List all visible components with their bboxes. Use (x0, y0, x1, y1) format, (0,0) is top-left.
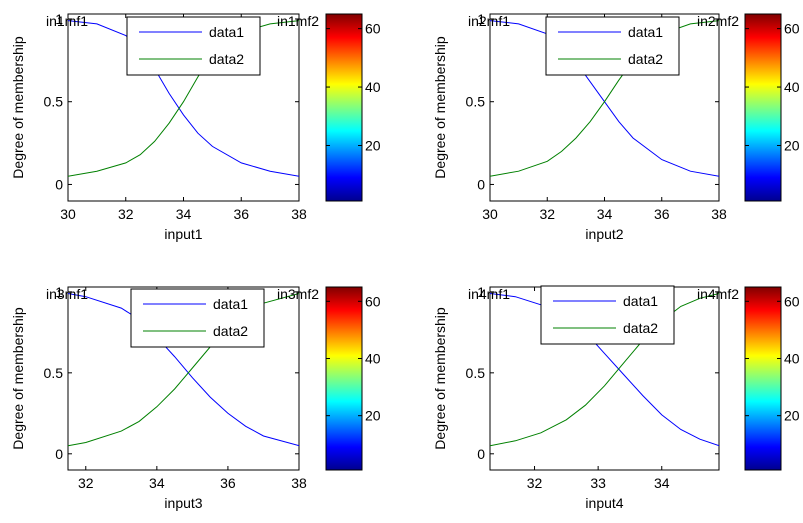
legend-entry: data1 (209, 24, 244, 40)
legend-box (545, 16, 680, 76)
legend-entry: data1 (623, 293, 658, 309)
mf-label-2: in3mf2 (277, 286, 319, 302)
x-tick-label: 36 (654, 206, 670, 222)
series-line-data1 (68, 20, 299, 177)
x-axis-label: input3 (164, 495, 202, 511)
x-tick-label: 36 (233, 206, 249, 222)
colorbar-tick-label: 60 (365, 21, 381, 37)
mf-label-2: in4mf2 (697, 286, 739, 302)
x-tick-label: 34 (149, 475, 165, 491)
x-tick-label: 36 (220, 475, 236, 491)
y-tick-label: 1 (55, 284, 63, 300)
colorbar-tick-label: 60 (365, 293, 381, 309)
colorbar-tick-label: 40 (784, 350, 800, 366)
legend-box (126, 16, 261, 76)
x-axis-label: input2 (585, 226, 623, 242)
x-tick-label: 34 (176, 206, 192, 222)
y-tick-label: 0 (477, 176, 485, 192)
y-axis-label: Degree of membership (432, 307, 448, 450)
x-tick-label: 38 (291, 206, 307, 222)
colorbar-gradient (744, 286, 782, 471)
legend-box (540, 285, 675, 345)
mf-label-1: in1mf1 (46, 13, 88, 29)
mf-label-1: in2mf1 (468, 13, 510, 29)
x-tick-label: 34 (654, 475, 670, 491)
membership-plot-2: 30 32 34 36 38 0 0.5 1 input2 Degree of membershi… (432, 11, 800, 242)
x-tick-label: 32 (527, 475, 543, 491)
x-tick-label: 30 (482, 206, 498, 222)
x-tick-label: 30 (60, 206, 76, 222)
series-line-data1 (490, 20, 719, 177)
legend: data1 data2 (540, 285, 675, 345)
legend-entry: data2 (213, 323, 248, 339)
x-axis-label: input1 (164, 226, 202, 242)
colorbar-tick-label: 20 (365, 137, 381, 153)
legend: data1 data2 (126, 16, 261, 76)
colorbar-tick-label: 60 (784, 293, 800, 309)
series-line-data1 (68, 293, 299, 447)
colorbar: 20 40 60 (325, 13, 381, 202)
colorbar-tick-label: 40 (365, 79, 381, 95)
colorbar-gradient (325, 286, 363, 471)
y-tick-label: 0 (477, 446, 485, 462)
x-tick-label: 32 (118, 206, 134, 222)
y-tick-label: 0 (55, 176, 63, 192)
colorbar: 20 40 60 (744, 286, 800, 471)
membership-plot-3: 32 34 36 38 0 0.5 1 input3 Degree of membership i… (10, 284, 381, 511)
x-tick-label: 38 (291, 475, 307, 491)
y-tick-label: 1 (55, 11, 63, 27)
colorbar: 20 40 60 (325, 286, 381, 471)
x-axis-label: input4 (585, 495, 623, 511)
x-tick-label: 32 (539, 206, 555, 222)
series-line-data1 (490, 293, 719, 447)
membership-plot-4: 32 33 34 0 0.5 1 input4 Degree of membership in4… (432, 284, 800, 511)
legend-entry: data2 (623, 320, 658, 336)
colorbar-gradient (744, 13, 782, 202)
x-tick-label: 32 (78, 475, 94, 491)
colorbar-tick-label: 20 (784, 408, 800, 424)
legend-entry: data1 (628, 24, 663, 40)
legend-entry: data2 (628, 51, 663, 67)
x-tick-label: 34 (597, 206, 613, 222)
y-axis-label: Degree of membership (10, 36, 26, 179)
y-tick-label: 0.5 (466, 94, 486, 110)
y-tick-label: 0 (55, 446, 63, 462)
colorbar-tick-label: 40 (365, 350, 381, 366)
mf-label-2: in1mf2 (277, 13, 319, 29)
y-tick-label: 0.5 (44, 94, 64, 110)
colorbar-tick-label: 20 (784, 137, 800, 153)
legend-box (130, 288, 265, 348)
legend-entry: data2 (209, 51, 244, 67)
mf-label-1: in4mf1 (468, 286, 510, 302)
x-tick-label: 38 (711, 206, 727, 222)
legend: data1 data2 (130, 288, 265, 348)
legend: data1 data2 (545, 16, 680, 76)
mf-label-1: in3mf1 (46, 286, 88, 302)
y-axis-label: Degree of membership (432, 36, 448, 179)
y-tick-label: 1 (477, 11, 485, 27)
colorbar: 20 40 60 (744, 13, 800, 202)
colorbar-tick-label: 20 (365, 408, 381, 424)
y-axis-label: Degree of membership (10, 307, 26, 450)
colorbar-tick-label: 40 (784, 79, 800, 95)
legend-entry: data1 (213, 296, 248, 312)
y-tick-label: 0.5 (466, 365, 486, 381)
x-tick-label: 33 (590, 475, 606, 491)
series-line-data2 (490, 293, 719, 447)
mf-label-2: in2mf2 (697, 13, 739, 29)
membership-plot-1: 30 32 34 36 38 0 0.5 1 input1 Degree of membershi… (10, 11, 381, 242)
y-tick-label: 1 (477, 284, 485, 300)
colorbar-tick-label: 60 (784, 21, 800, 37)
y-tick-label: 0.5 (44, 365, 64, 381)
colorbar-gradient (325, 13, 363, 202)
